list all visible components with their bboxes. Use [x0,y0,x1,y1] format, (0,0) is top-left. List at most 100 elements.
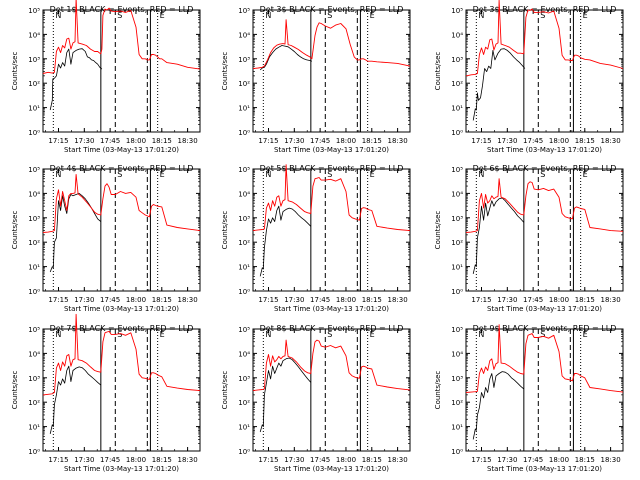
x-tick-label: 17:45 [100,296,120,304]
plot-frame [42,328,201,452]
y-axis-label: Counts/sec [11,371,19,410]
x-tick-label: 18:30 [601,137,621,145]
x-tick-label: 17:15 [471,296,491,304]
x-tick-label: 17:15 [471,137,491,145]
x-tick-label: 17:30 [497,137,517,145]
panel-det-3: Det 3$ BLACK =-Events, RED = LLD10⁰10¹10… [434,0,624,154]
marker-label: N [265,330,271,339]
x-tick-label: 18:30 [388,137,408,145]
x-axis-label: Start Time (03-May-13 17:01:20) [64,305,179,313]
marker-label: S [327,170,332,179]
x-tick-label: 17:30 [74,296,94,304]
y-axis-label: Counts/sec [11,52,19,91]
y-tick-label: 10⁵ [451,7,463,15]
series-lld [42,313,201,396]
marker-label: N [478,170,484,179]
y-tick-label: 10⁴ [451,350,463,358]
x-axis-label: Start Time (03-May-13 17:01:20) [274,465,389,473]
panel-det-7: Det 7$ BLACK =-Events, RED = LLD10⁰10¹10… [11,313,201,473]
x-tick-label: 17:30 [74,137,94,145]
y-tick-label: 10³ [451,56,463,64]
y-tick-label: 10² [238,80,250,88]
x-tick-label: 18:00 [336,296,356,304]
marker-label: S [117,11,122,20]
y-tick-label: 10⁰ [451,448,463,456]
x-tick-label: 18:30 [601,296,621,304]
marker-label: S [327,330,332,339]
x-tick-label: 17:15 [471,456,491,464]
y-tick-label: 10³ [28,215,40,223]
y-tick-label: 10¹ [451,264,463,272]
marker-label: E [583,170,588,179]
marker-label: S [117,330,122,339]
y-axis-label: Counts/sec [221,371,229,410]
marker-label: N [265,11,271,20]
x-tick-label: 17:45 [310,296,330,304]
x-axis-label: Start Time (03-May-13 17:01:20) [487,146,602,154]
y-tick-label: 10¹ [238,264,250,272]
y-tick-label: 10³ [238,215,250,223]
marker-label: E [370,11,375,20]
y-tick-label: 10³ [451,375,463,383]
marker-label: E [160,11,165,20]
x-tick-label: 17:45 [100,456,120,464]
x-tick-label: 18:15 [575,296,595,304]
panel-det-4: Det 4$ BLACK =-Events, RED = LLD10⁰10¹10… [11,164,201,313]
series-events [49,192,102,273]
marker-label: E [370,330,375,339]
panel-det-2: Det 3$ BLACK =-Events, RED = LLD10⁰10¹10… [221,5,411,154]
x-tick-label: 18:00 [549,137,569,145]
marker-label: N [55,170,61,179]
series-events [472,371,525,440]
x-tick-label: 18:30 [388,456,408,464]
x-tick-label: 18:30 [178,296,198,304]
y-tick-label: 10³ [28,375,40,383]
y-tick-label: 10⁴ [28,350,40,358]
x-tick-label: 17:15 [48,137,68,145]
x-tick-label: 17:30 [284,456,304,464]
y-axis-label: Counts/sec [221,211,229,250]
y-tick-label: 10¹ [238,424,250,432]
x-tick-label: 17:45 [523,456,543,464]
x-tick-label: 18:15 [575,456,595,464]
series-lld [42,0,201,74]
x-tick-label: 17:45 [523,296,543,304]
x-tick-label: 17:30 [284,137,304,145]
y-axis-label: Counts/sec [221,52,229,91]
plot-frame [252,9,411,133]
marker-label: S [327,11,332,20]
series-events [49,365,102,434]
x-tick-label: 17:30 [497,296,517,304]
y-tick-label: 10⁰ [28,129,40,137]
x-axis-label: Start Time (03-May-13 17:01:20) [487,465,602,473]
y-tick-label: 10² [28,80,40,88]
y-tick-label: 10⁵ [451,326,463,334]
x-tick-label: 18:30 [601,456,621,464]
y-tick-label: 10⁵ [28,326,40,334]
y-tick-label: 10¹ [451,105,463,113]
marker-label: N [55,11,61,20]
y-tick-label: 10² [238,239,250,247]
series-lld [42,173,201,233]
panel-det-9: Det 9$ BLACK =-Events, RED = LLD10⁰10¹10… [434,324,624,473]
y-tick-label: 10² [28,239,40,247]
panel-det-1: Det 1$ BLACK =-Events, RED = LLD10⁰10¹10… [11,0,201,154]
y-tick-label: 10⁰ [28,448,40,456]
series-events [259,205,312,277]
x-tick-label: 17:45 [310,456,330,464]
x-axis-label: Start Time (03-May-13 17:01:20) [487,305,602,313]
x-tick-label: 18:15 [362,296,382,304]
x-tick-label: 18:30 [178,456,198,464]
x-tick-label: 18:15 [152,137,172,145]
plot-frame [465,328,624,452]
series-events [472,197,525,274]
y-tick-label: 10¹ [28,424,40,432]
y-axis-label: Counts/sec [434,52,442,91]
series-lld [252,164,411,232]
x-tick-label: 18:30 [178,137,198,145]
x-tick-label: 18:00 [549,456,569,464]
y-tick-label: 10² [451,80,463,88]
marker-label: E [583,11,588,20]
x-tick-label: 18:00 [126,296,146,304]
